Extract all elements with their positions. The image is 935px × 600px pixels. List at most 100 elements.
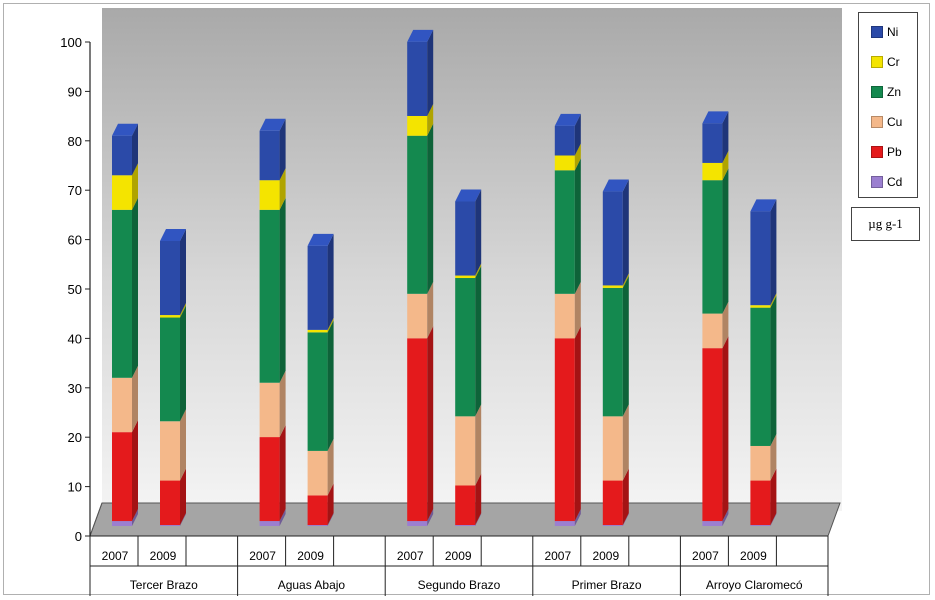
bar-side-cd bbox=[327, 513, 334, 526]
bar-side-zn bbox=[327, 320, 334, 451]
bar-side-pb bbox=[770, 468, 777, 526]
bar-side-zn bbox=[722, 168, 729, 314]
legend-swatch-cu bbox=[871, 116, 883, 128]
year-label: 2007 bbox=[249, 549, 276, 563]
bar-pb-segundo-brazo-2009 bbox=[455, 485, 476, 526]
bar-side-cd bbox=[722, 509, 729, 526]
bar-side-cr bbox=[327, 317, 334, 333]
bar-cd-segundo-brazo-2009 bbox=[455, 525, 476, 526]
bar-zn-tercer-brazo-2009 bbox=[160, 317, 180, 422]
bar-side-pb bbox=[574, 326, 581, 522]
bar-cu-aguas-abajo-2007 bbox=[259, 382, 280, 438]
bar-side-cr bbox=[770, 293, 777, 308]
bar-ni-aguas-abajo-2007 bbox=[259, 130, 280, 181]
bar-cr-arroyo-claromec--2009 bbox=[750, 305, 771, 308]
bar-zn-arroyo-claromec--2009 bbox=[750, 307, 771, 446]
year-label: 2007 bbox=[102, 549, 129, 563]
legend-item-ni: Ni bbox=[871, 25, 898, 39]
year-label: 2007 bbox=[544, 549, 571, 563]
legend-label-zn: Zn bbox=[887, 85, 902, 99]
bar-ni-primer-brazo-2007 bbox=[554, 125, 575, 156]
bar-side-ni bbox=[770, 199, 777, 306]
depth-edge bbox=[89, 502, 103, 537]
bar-side-cu bbox=[475, 404, 482, 486]
bar-side-zn bbox=[180, 305, 186, 422]
bar-cd-primer-brazo-2007 bbox=[554, 521, 575, 526]
bar-side-cu bbox=[722, 301, 729, 349]
bar-side-cr bbox=[427, 103, 434, 136]
bar-side-cd bbox=[622, 513, 629, 526]
bar-side-ni bbox=[279, 118, 286, 181]
bar-ni-primer-brazo-2009 bbox=[602, 191, 623, 286]
bar-cu-arroyo-claromec--2009 bbox=[750, 445, 771, 481]
legend-swatch-zn bbox=[871, 86, 883, 98]
bar-ni-tercer-brazo-2009 bbox=[160, 240, 180, 316]
bar-cd-aguas-abajo-2007 bbox=[259, 521, 280, 526]
unit-label-box: µg g-1 bbox=[851, 207, 920, 241]
year-label: 2007 bbox=[692, 549, 719, 563]
bar-side-zn bbox=[770, 295, 777, 446]
bar-side-zn bbox=[427, 123, 434, 294]
bar-side-cd bbox=[279, 509, 286, 526]
legend-swatch-pb bbox=[871, 146, 883, 158]
bar-top-cap bbox=[112, 123, 138, 136]
group-label: Arroyo Claromecó bbox=[706, 578, 803, 592]
y-tick-label: 90 bbox=[68, 84, 82, 99]
bar-cr-primer-brazo-2009 bbox=[602, 285, 623, 288]
y-tick-label: 60 bbox=[68, 233, 82, 248]
bar-side-cr bbox=[574, 143, 581, 171]
bar-pb-arroyo-claromec--2009 bbox=[750, 480, 771, 526]
bar-side-pb bbox=[279, 425, 286, 522]
bar-side-pb bbox=[427, 326, 434, 522]
bar-zn-primer-brazo-2007 bbox=[554, 170, 575, 294]
bar-pb-aguas-abajo-2009 bbox=[307, 495, 328, 526]
y-tick-label: 80 bbox=[68, 134, 82, 149]
legend-swatch-cd bbox=[871, 176, 883, 188]
bar-pb-tercer-brazo-2009 bbox=[160, 480, 180, 526]
bar-cd-tercer-brazo-2007 bbox=[112, 521, 132, 526]
bar-zn-aguas-abajo-2009 bbox=[307, 332, 328, 451]
bar-cr-aguas-abajo-2009 bbox=[307, 329, 328, 333]
bar-side-ni bbox=[427, 29, 434, 116]
bar-side-ni bbox=[622, 179, 629, 286]
bar-side-pb bbox=[475, 473, 482, 526]
bar-side-ni bbox=[327, 233, 334, 330]
bar-pb-primer-brazo-2007 bbox=[554, 338, 575, 522]
bar-side-cu bbox=[132, 365, 138, 433]
year-label: 2009 bbox=[297, 549, 324, 563]
bar-side-ni bbox=[574, 113, 581, 156]
y-tick-label: 0 bbox=[75, 529, 82, 544]
bar-side-zn bbox=[475, 266, 482, 417]
bar-side-ni bbox=[132, 123, 138, 176]
bar-pb-arroyo-claromec--2007 bbox=[702, 348, 723, 522]
legend-label-cd: Cd bbox=[887, 175, 903, 189]
bar-side-ni bbox=[180, 228, 186, 316]
bar-cr-tercer-brazo-2009 bbox=[160, 315, 180, 318]
legend-item-cd: Cd bbox=[871, 175, 902, 189]
bar-ni-tercer-brazo-2007 bbox=[112, 135, 132, 176]
bar-top-cap bbox=[455, 189, 482, 202]
legend-label-cu: Cu bbox=[887, 115, 903, 129]
bar-side-cu bbox=[574, 281, 581, 339]
bar-cu-segundo-brazo-2009 bbox=[455, 416, 476, 486]
bar-side-cr bbox=[622, 273, 629, 288]
bar-side-ni bbox=[722, 111, 729, 163]
bar-cr-tercer-brazo-2007 bbox=[112, 175, 132, 210]
bar-zn-primer-brazo-2009 bbox=[602, 287, 623, 417]
bar-cu-tercer-brazo-2009 bbox=[160, 421, 180, 481]
bar-cd-aguas-abajo-2009 bbox=[307, 525, 328, 526]
legend-swatch-ni bbox=[871, 26, 883, 38]
y-tick-label: 50 bbox=[68, 282, 82, 297]
bar-top-cap bbox=[407, 29, 434, 42]
bar-cu-aguas-abajo-2009 bbox=[307, 450, 328, 496]
bar-side-cu bbox=[427, 281, 434, 339]
bar-cd-arroyo-claromec--2007 bbox=[702, 521, 723, 526]
bar-ni-arroyo-claromec--2007 bbox=[702, 123, 723, 163]
bar-side-cr bbox=[132, 163, 138, 210]
legend-item-cu: Cu bbox=[871, 115, 902, 129]
legend-swatch-cr bbox=[871, 56, 883, 68]
group-label: Tercer Brazo bbox=[130, 578, 198, 592]
unit-label: µg g-1 bbox=[868, 216, 903, 231]
bar-ni-arroyo-claromec--2009 bbox=[750, 211, 771, 306]
bar-side-cd bbox=[180, 513, 186, 526]
